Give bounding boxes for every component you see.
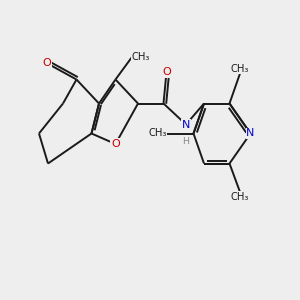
Text: CH₃: CH₃ [231,192,249,202]
Text: CH₃: CH₃ [148,128,166,139]
Text: N: N [246,128,255,139]
Text: O: O [111,139,120,149]
Text: CH₃: CH₃ [231,64,249,74]
Text: N: N [182,119,190,130]
Text: O: O [42,58,51,68]
Text: H: H [182,136,190,146]
Text: O: O [162,67,171,77]
Text: CH₃: CH₃ [132,52,150,62]
